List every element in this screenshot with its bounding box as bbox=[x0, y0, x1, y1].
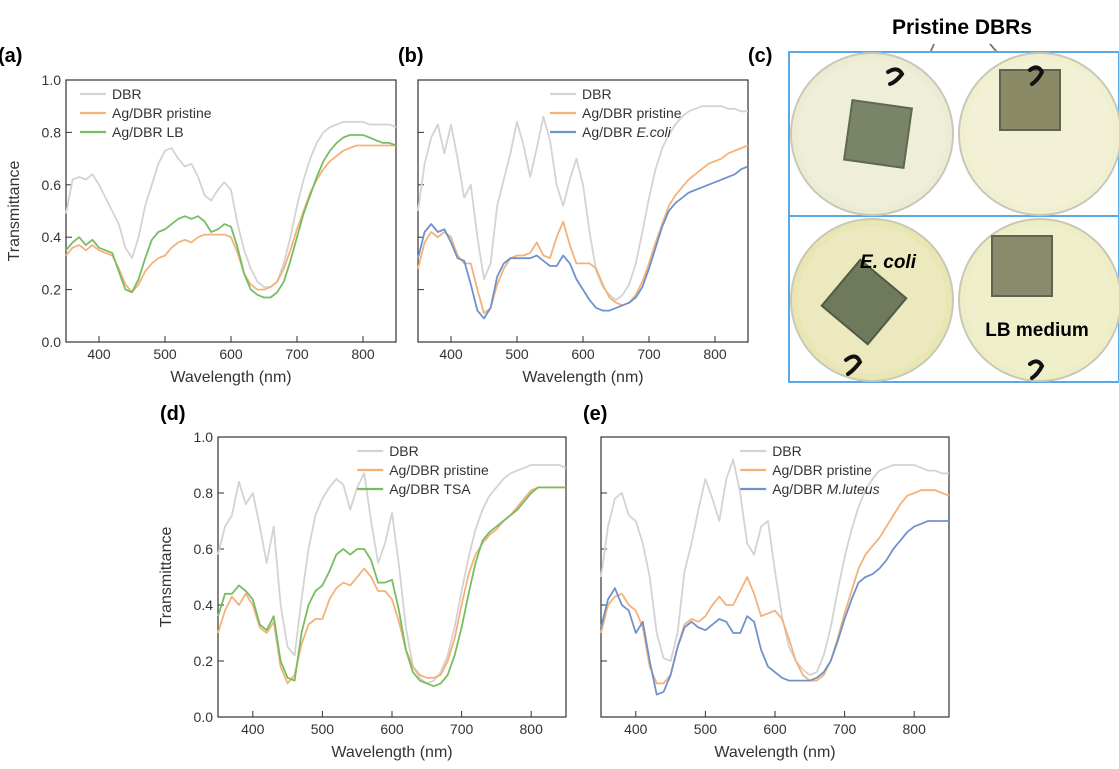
x-tick-label: 500 bbox=[694, 721, 718, 737]
legend-label-ag-dbr-pristine: Ag/DBR pristine bbox=[112, 105, 212, 121]
legend-label-ag-dbr-m-luteus: Ag/DBR M.luteus bbox=[772, 481, 879, 497]
x-tick-label: 400 bbox=[439, 346, 463, 362]
dbr-sample-bottom-right bbox=[991, 235, 1053, 297]
panel-label-a: (a) bbox=[0, 45, 22, 67]
x-tick-label: 500 bbox=[153, 346, 177, 362]
series-line-ag-dbr-m-luteus bbox=[600, 520, 949, 696]
handwritten-mark-top-left bbox=[886, 67, 905, 86]
x-tick-label: 700 bbox=[833, 721, 857, 737]
x-tick-label: 800 bbox=[903, 721, 927, 737]
series-line-dbr bbox=[65, 121, 397, 288]
x-tick-label: 700 bbox=[285, 346, 309, 362]
x-tick-label: 600 bbox=[380, 721, 404, 737]
lb-medium-label: LB medium bbox=[985, 320, 1088, 341]
y-tick-label: 0.2 bbox=[42, 282, 62, 298]
legend-label-ag-dbr-e-coli: Ag/DBR E.coli bbox=[582, 124, 672, 140]
y-tick-label: 0.2 bbox=[194, 653, 214, 669]
panel-label-c: (c) bbox=[748, 45, 772, 67]
x-tick-label: 800 bbox=[520, 721, 544, 737]
y-tick-label: 0.0 bbox=[42, 334, 62, 350]
x-axis-title: Wavelength (nm) bbox=[331, 744, 452, 761]
legend-label-ag-dbr-pristine: Ag/DBR pristine bbox=[772, 462, 872, 478]
x-tick-label: 600 bbox=[763, 721, 787, 737]
series-line-dbr bbox=[417, 105, 748, 302]
chart-layer: (a) 400 500 600 700 800 0.0 0.2 0.4 0.6 0.8 1.0 Wave… bbox=[0, 45, 950, 761]
y-tick-label: 0.8 bbox=[42, 124, 62, 140]
legend-label-dbr: DBR bbox=[112, 86, 142, 102]
handwritten-mark-bottom-right bbox=[1028, 359, 1045, 380]
series-line-dbr bbox=[217, 464, 567, 685]
x-tick-label: 600 bbox=[571, 346, 595, 362]
y-tick-label: 0.6 bbox=[42, 177, 62, 193]
panel-label-b: (b) bbox=[398, 45, 424, 67]
x-tick-label: 700 bbox=[637, 346, 661, 362]
chart-panel-d: (d) 400 500 600 700 800 0.0 0.2 0.4 0.6 0.8 1.0 Wave… bbox=[158, 403, 567, 761]
series-line-ag-dbr-tsa bbox=[217, 486, 566, 688]
x-tick-label: 500 bbox=[311, 721, 335, 737]
x-tick-label: 400 bbox=[87, 346, 111, 362]
photo-title: Pristine DBRs bbox=[892, 16, 1032, 39]
y-tick-label: 0.6 bbox=[194, 541, 214, 557]
panel-label-e: (e) bbox=[583, 403, 607, 425]
chart-panel-e: (e) 400 500 600 700 800 Wavelength (nm) DBR Ag/D… bbox=[583, 403, 950, 761]
chart-panel-a: (a) 400 500 600 700 800 0.0 0.2 0.4 0.6 0.8 1.0 Wave… bbox=[0, 45, 397, 386]
legend-label-italic: M.luteus bbox=[827, 481, 880, 497]
legend-label-ag-dbr-lb: Ag/DBR LB bbox=[112, 124, 184, 140]
petri-dish-photo-panel: (c) Pristine DBRs E. coli LB mediu bbox=[748, 16, 1119, 383]
legend-label-ag-dbr-tsa: Ag/DBR TSA bbox=[389, 481, 471, 497]
y-tick-label: 0.0 bbox=[194, 709, 214, 725]
x-tick-label: 600 bbox=[219, 346, 243, 362]
legend-label-italic: E.coli bbox=[636, 124, 671, 140]
y-tick-label: 0.4 bbox=[194, 597, 214, 613]
x-tick-label: 800 bbox=[351, 346, 375, 362]
series-line-ag-dbr-pristine bbox=[65, 144, 396, 294]
series-line-ag-dbr-pristine bbox=[417, 144, 749, 315]
x-axis-title: Wavelength (nm) bbox=[170, 369, 291, 386]
legend-label-dbr: DBR bbox=[389, 443, 419, 459]
x-axis-title: Wavelength (nm) bbox=[522, 369, 643, 386]
panel-label-d: (d) bbox=[160, 403, 186, 425]
x-tick-label: 800 bbox=[703, 346, 727, 362]
legend-label-dbr: DBR bbox=[582, 86, 612, 102]
x-tick-label: 400 bbox=[624, 721, 648, 737]
dbr-sample-top-right bbox=[999, 69, 1061, 131]
dbr-sample-bottom-left bbox=[820, 258, 908, 346]
handwritten-mark-top-right bbox=[1028, 65, 1045, 86]
legend-label-ag-dbr-pristine: Ag/DBR pristine bbox=[389, 462, 489, 478]
series-line-ag-dbr-e-coli bbox=[417, 165, 749, 320]
series-line-ag-dbr-lb bbox=[65, 134, 397, 299]
chart-panel-b: (b) 400 500 600 700 800 Wavelength (nm) DBR Ag/D… bbox=[398, 45, 749, 386]
series-line-dbr bbox=[600, 458, 949, 676]
y-axis-title: Transmittance bbox=[158, 527, 175, 628]
dbr-sample-top-left bbox=[842, 98, 914, 170]
x-tick-label: 500 bbox=[505, 346, 529, 362]
x-axis-title: Wavelength (nm) bbox=[714, 744, 835, 761]
plot-frame bbox=[217, 436, 567, 718]
handwritten-mark-bottom-left bbox=[844, 354, 863, 376]
y-axis-title: Transmittance bbox=[6, 161, 23, 262]
y-tick-label: 1.0 bbox=[42, 72, 62, 88]
y-tick-label: 1.0 bbox=[194, 429, 214, 445]
ecoli-label: E. coli bbox=[860, 252, 917, 273]
legend-label-ag-dbr-pristine: Ag/DBR pristine bbox=[582, 105, 682, 121]
y-tick-label: 0.4 bbox=[42, 229, 62, 245]
series-line-ag-dbr-pristine bbox=[600, 489, 950, 685]
x-tick-label: 700 bbox=[450, 721, 474, 737]
y-tick-label: 0.8 bbox=[194, 485, 214, 501]
legend-label-dbr: DBR bbox=[772, 443, 802, 459]
x-tick-label: 400 bbox=[241, 721, 265, 737]
